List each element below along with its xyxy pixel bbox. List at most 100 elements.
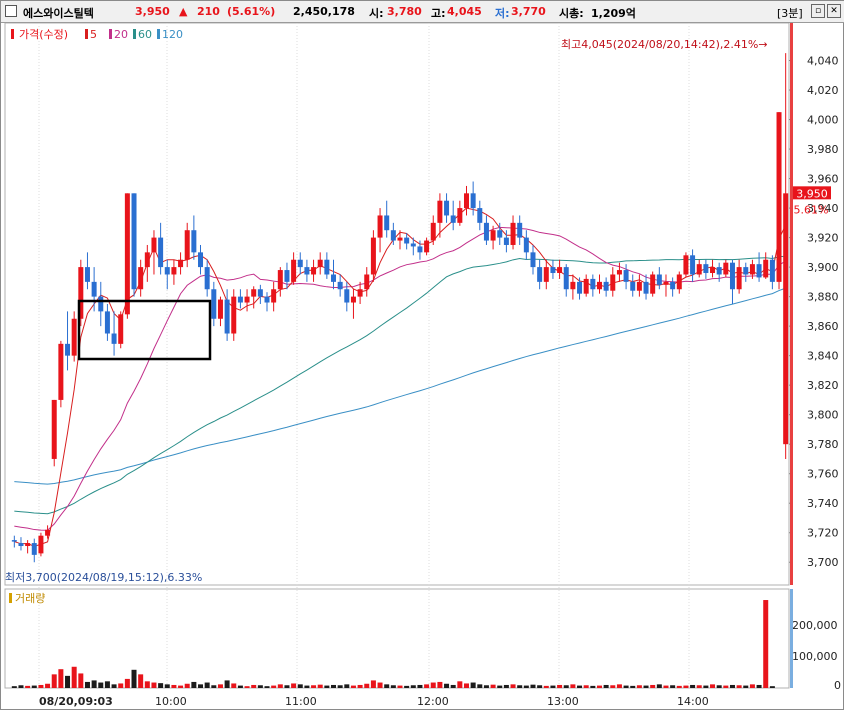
restore-icon[interactable]: ▫ bbox=[811, 4, 825, 18]
candle bbox=[490, 230, 496, 241]
volume-bar bbox=[517, 685, 523, 688]
candle bbox=[676, 274, 682, 290]
volume-bar bbox=[703, 685, 709, 688]
y-tick-label: 3,900 bbox=[807, 261, 839, 274]
select-checkbox[interactable] bbox=[5, 5, 17, 17]
volume-bar bbox=[716, 685, 722, 688]
volume-bar bbox=[304, 685, 310, 688]
volume-bar bbox=[45, 683, 51, 688]
volume-bar bbox=[404, 685, 410, 688]
candle bbox=[663, 281, 669, 285]
candle bbox=[104, 311, 110, 334]
y-tick-label: 4,040 bbox=[807, 55, 839, 68]
candle bbox=[384, 215, 390, 231]
candle bbox=[271, 289, 277, 303]
legend-marker bbox=[85, 29, 88, 39]
volume-bar bbox=[184, 683, 190, 688]
highlight-box bbox=[77, 299, 212, 361]
volume-bar bbox=[550, 685, 556, 688]
ma120-line bbox=[14, 287, 786, 485]
candle bbox=[616, 270, 622, 275]
volume-bar bbox=[623, 685, 629, 688]
high-value: 4,045 bbox=[447, 5, 482, 18]
candle bbox=[723, 262, 729, 275]
volume-bar bbox=[370, 680, 376, 688]
stock-name[interactable]: 에스와이스틸텍 bbox=[23, 7, 94, 20]
volume-bar bbox=[437, 681, 443, 688]
candle bbox=[251, 289, 257, 297]
candle bbox=[543, 267, 549, 282]
volume-bar bbox=[477, 684, 483, 688]
volume-bar bbox=[211, 685, 217, 688]
volume-bar bbox=[683, 685, 689, 688]
candle bbox=[284, 270, 290, 282]
volume-bar bbox=[317, 684, 323, 688]
candle bbox=[716, 267, 722, 275]
interval-selector[interactable]: [3분] bbox=[777, 7, 803, 20]
candle bbox=[291, 259, 297, 282]
current-pct-label: 5.61% bbox=[794, 203, 829, 216]
candle bbox=[144, 252, 150, 268]
candle bbox=[583, 278, 589, 294]
candle bbox=[397, 237, 403, 241]
mcap-value: 1,209억 bbox=[591, 7, 636, 20]
candle bbox=[690, 255, 696, 275]
candle bbox=[670, 281, 676, 290]
y-tick-label: 4,020 bbox=[807, 84, 839, 97]
x-tick-label: 08/20,09:03 bbox=[39, 695, 113, 708]
volume-bar bbox=[25, 685, 31, 688]
candle bbox=[503, 237, 509, 245]
volume-bar bbox=[18, 685, 24, 688]
volume-bar bbox=[257, 685, 263, 688]
volume-bar bbox=[277, 684, 283, 688]
volume-bar bbox=[331, 684, 337, 688]
volume-bar bbox=[537, 685, 543, 688]
candle bbox=[171, 267, 177, 275]
volume-bar bbox=[690, 684, 696, 688]
candle bbox=[224, 299, 230, 334]
candle bbox=[424, 240, 430, 253]
candle bbox=[736, 267, 742, 290]
candle bbox=[417, 246, 423, 253]
volume-bar bbox=[483, 685, 489, 688]
candle bbox=[563, 267, 569, 290]
candle bbox=[650, 274, 656, 294]
volume-bar bbox=[357, 684, 363, 688]
ma20-line bbox=[14, 226, 786, 531]
volume-bar bbox=[131, 669, 137, 688]
current-price-box bbox=[793, 186, 831, 200]
volume-bar bbox=[450, 684, 456, 688]
candle bbox=[450, 215, 456, 223]
volume-bar bbox=[490, 684, 496, 688]
current-price: 3,950 bbox=[135, 5, 170, 18]
candle bbox=[776, 112, 782, 282]
volume-bar bbox=[171, 684, 177, 688]
legend-item: 20 bbox=[114, 28, 128, 41]
candle bbox=[703, 264, 709, 274]
candle bbox=[38, 535, 44, 554]
volume-pane bbox=[4, 588, 790, 689]
candle bbox=[643, 281, 649, 294]
legend-title: 가격(수정) bbox=[19, 28, 68, 41]
x-tick-label: 10:00 bbox=[155, 695, 187, 708]
close-icon[interactable]: ✕ bbox=[827, 4, 841, 18]
volume-bar bbox=[410, 685, 416, 688]
candle bbox=[317, 259, 323, 268]
candle bbox=[264, 296, 270, 303]
candle bbox=[710, 267, 716, 274]
volume-bar bbox=[198, 684, 204, 688]
candle bbox=[596, 281, 602, 290]
volume-bar bbox=[749, 684, 755, 688]
volume-scale-bar bbox=[790, 589, 793, 688]
candle bbox=[729, 262, 735, 290]
volume-bar bbox=[676, 685, 682, 688]
volume-bar bbox=[769, 686, 775, 688]
y-tick-label: 3,780 bbox=[807, 438, 839, 451]
legend-marker bbox=[133, 29, 136, 39]
volume-bar bbox=[337, 685, 343, 688]
volume-bar bbox=[616, 684, 622, 688]
price-scale-bar bbox=[790, 23, 793, 585]
volume-bar bbox=[417, 684, 423, 688]
candle bbox=[237, 296, 243, 303]
candle bbox=[497, 230, 503, 238]
